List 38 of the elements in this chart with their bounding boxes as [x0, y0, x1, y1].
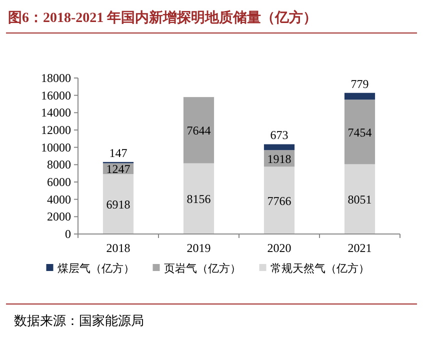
x-tick-label: 2020: [267, 241, 292, 255]
y-tick-label: 8000: [47, 158, 71, 172]
x-tick-label: 2021: [348, 241, 372, 255]
data-label: 779: [350, 76, 369, 91]
data-label: 1918: [267, 152, 292, 166]
bar: [264, 166, 295, 234]
y-tick-label: 4000: [47, 192, 71, 206]
data-label: 673: [270, 128, 288, 142]
data-label: 7644: [186, 124, 211, 138]
legend-label: 煤层气（亿方）: [57, 262, 134, 275]
bar: [344, 164, 376, 234]
y-tick-label: 0: [65, 227, 71, 241]
y-tick-label: 12000: [41, 123, 71, 137]
y-tick-label: 2000: [47, 210, 71, 224]
bar: [264, 144, 295, 150]
data-label: 147: [109, 146, 128, 160]
bar: [183, 163, 214, 234]
legend-label: 页岩气（亿方）: [164, 262, 241, 275]
data-label: 8156: [186, 192, 211, 206]
data-label: 7766: [267, 194, 292, 208]
chart-title: 图6：2018-2021 年国内新增探明地质储量（亿方）: [8, 9, 318, 26]
y-tick-label: 10000: [41, 140, 71, 154]
bar: [102, 174, 134, 234]
data-label: 6918: [106, 198, 130, 212]
x-tick-label: 2019: [186, 241, 211, 255]
bar: [183, 97, 214, 164]
bar: [344, 92, 376, 100]
x-tick-label: 2018: [106, 241, 130, 255]
bar: [344, 100, 376, 164]
y-tick-label: 16000: [41, 88, 71, 102]
source-note: 数据来源：国家能源局: [14, 313, 144, 328]
legend-label: 常规天然气（亿方）: [270, 262, 370, 275]
data-label: 1247: [106, 162, 130, 176]
y-tick-label: 18000: [41, 71, 71, 85]
data-label: 8051: [348, 192, 372, 207]
y-tick-label: 14000: [41, 106, 71, 120]
data-label: 7454: [348, 125, 372, 140]
y-tick-label: 6000: [47, 175, 71, 189]
